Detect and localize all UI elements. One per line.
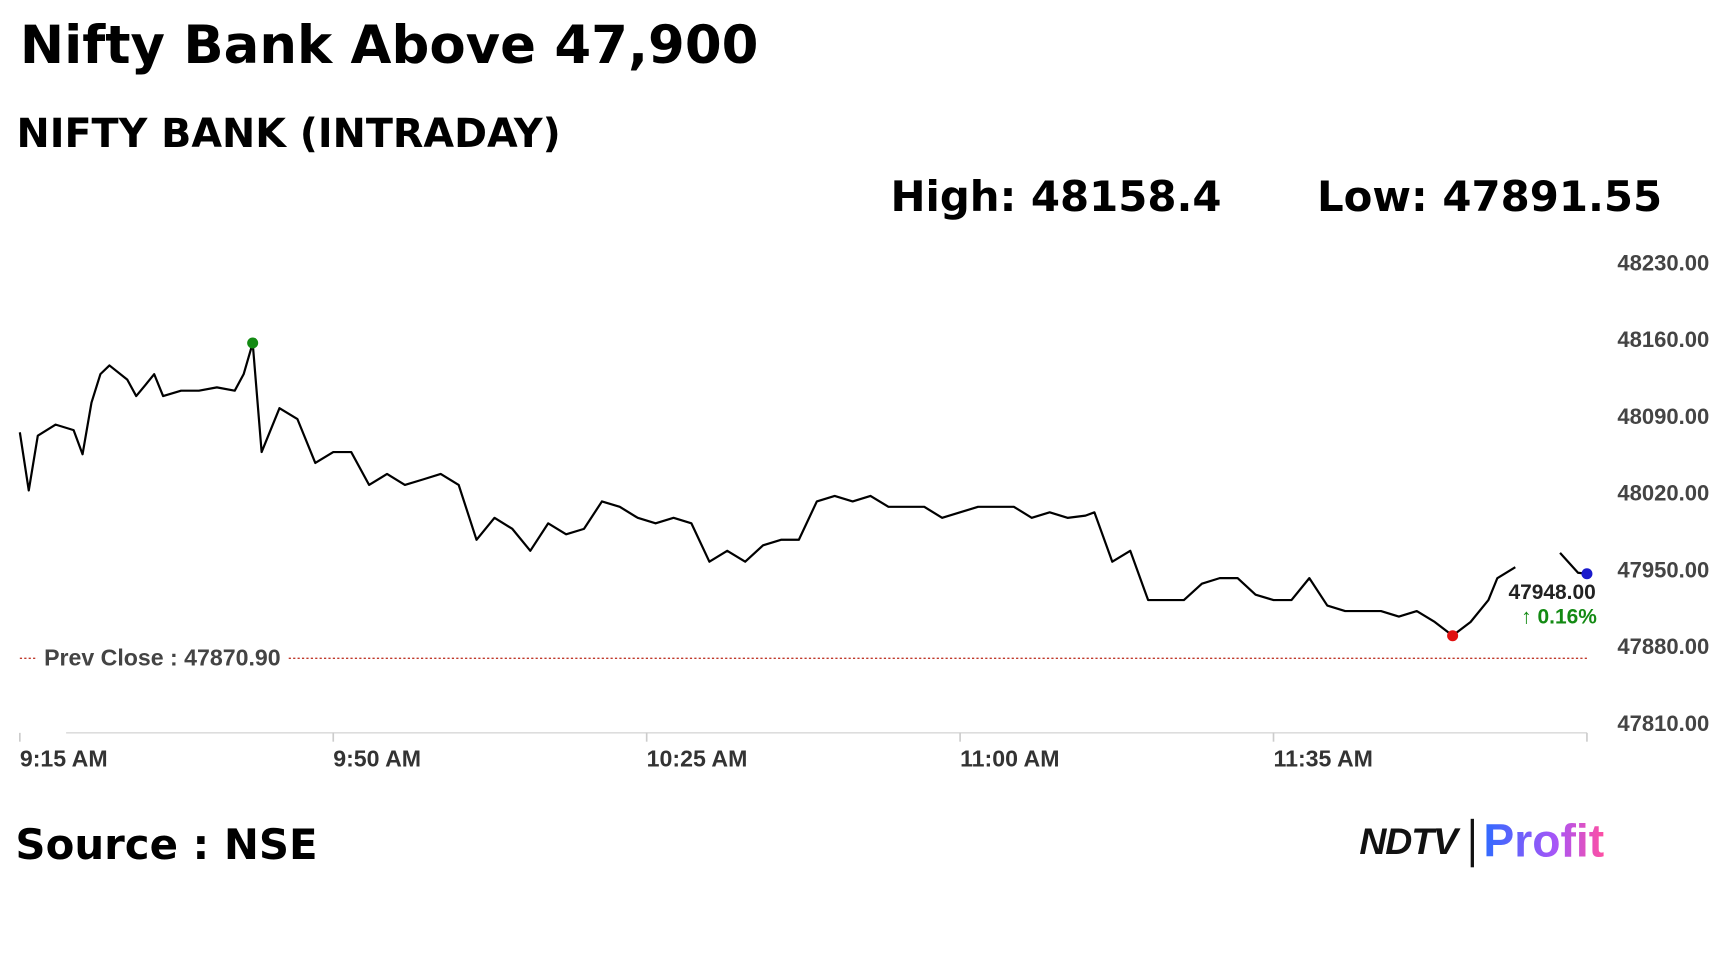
logo-product: Profit [1483,814,1604,866]
low-marker [1447,630,1459,642]
change-label: ↑ 0.16% [1521,605,1597,628]
x-tick-label: 10:25 AM [647,746,748,772]
source: Source : NSE [15,820,317,869]
chart-subtitle: NIFTY BANK (INTRADAY) [17,111,561,157]
high-marker [247,337,259,349]
last-price: 47948.00 [1508,581,1595,604]
y-tick-label: 47880.00 [1617,634,1709,659]
high-label: High: 48158.4 [890,172,1221,221]
x-tick-label: 11:35 AM [1274,746,1373,772]
y-tick-label: 48230.00 [1617,250,1709,275]
logo-brand: NDTV [1359,820,1461,862]
chart-title: Nifty Bank Above 47,900 [20,15,759,76]
price-line [18,341,1588,637]
y-tick-label: 48020.00 [1617,481,1709,506]
y-tick-label: 47950.00 [1617,557,1709,582]
last-marker [1581,568,1593,580]
x-tick-label: 9:50 AM [333,746,421,772]
y-tick-label: 48160.00 [1617,327,1709,352]
x-tick-label: 11:00 AM [960,746,1059,772]
low-label: Low: 47891.55 [1317,172,1662,221]
x-tick-label: 9:15 AM [20,746,108,772]
plot: 9:15 AM 9:50 AM 10:25 AM 11:00 AM 11:35 AM 47… [18,250,1709,772]
y-tick-label: 47810.00 [1617,711,1709,736]
y-tick-label: 48090.00 [1617,404,1709,429]
prev-close-bg [37,644,288,673]
prev-close-label: Prev Close : 47870.90 [44,645,281,671]
